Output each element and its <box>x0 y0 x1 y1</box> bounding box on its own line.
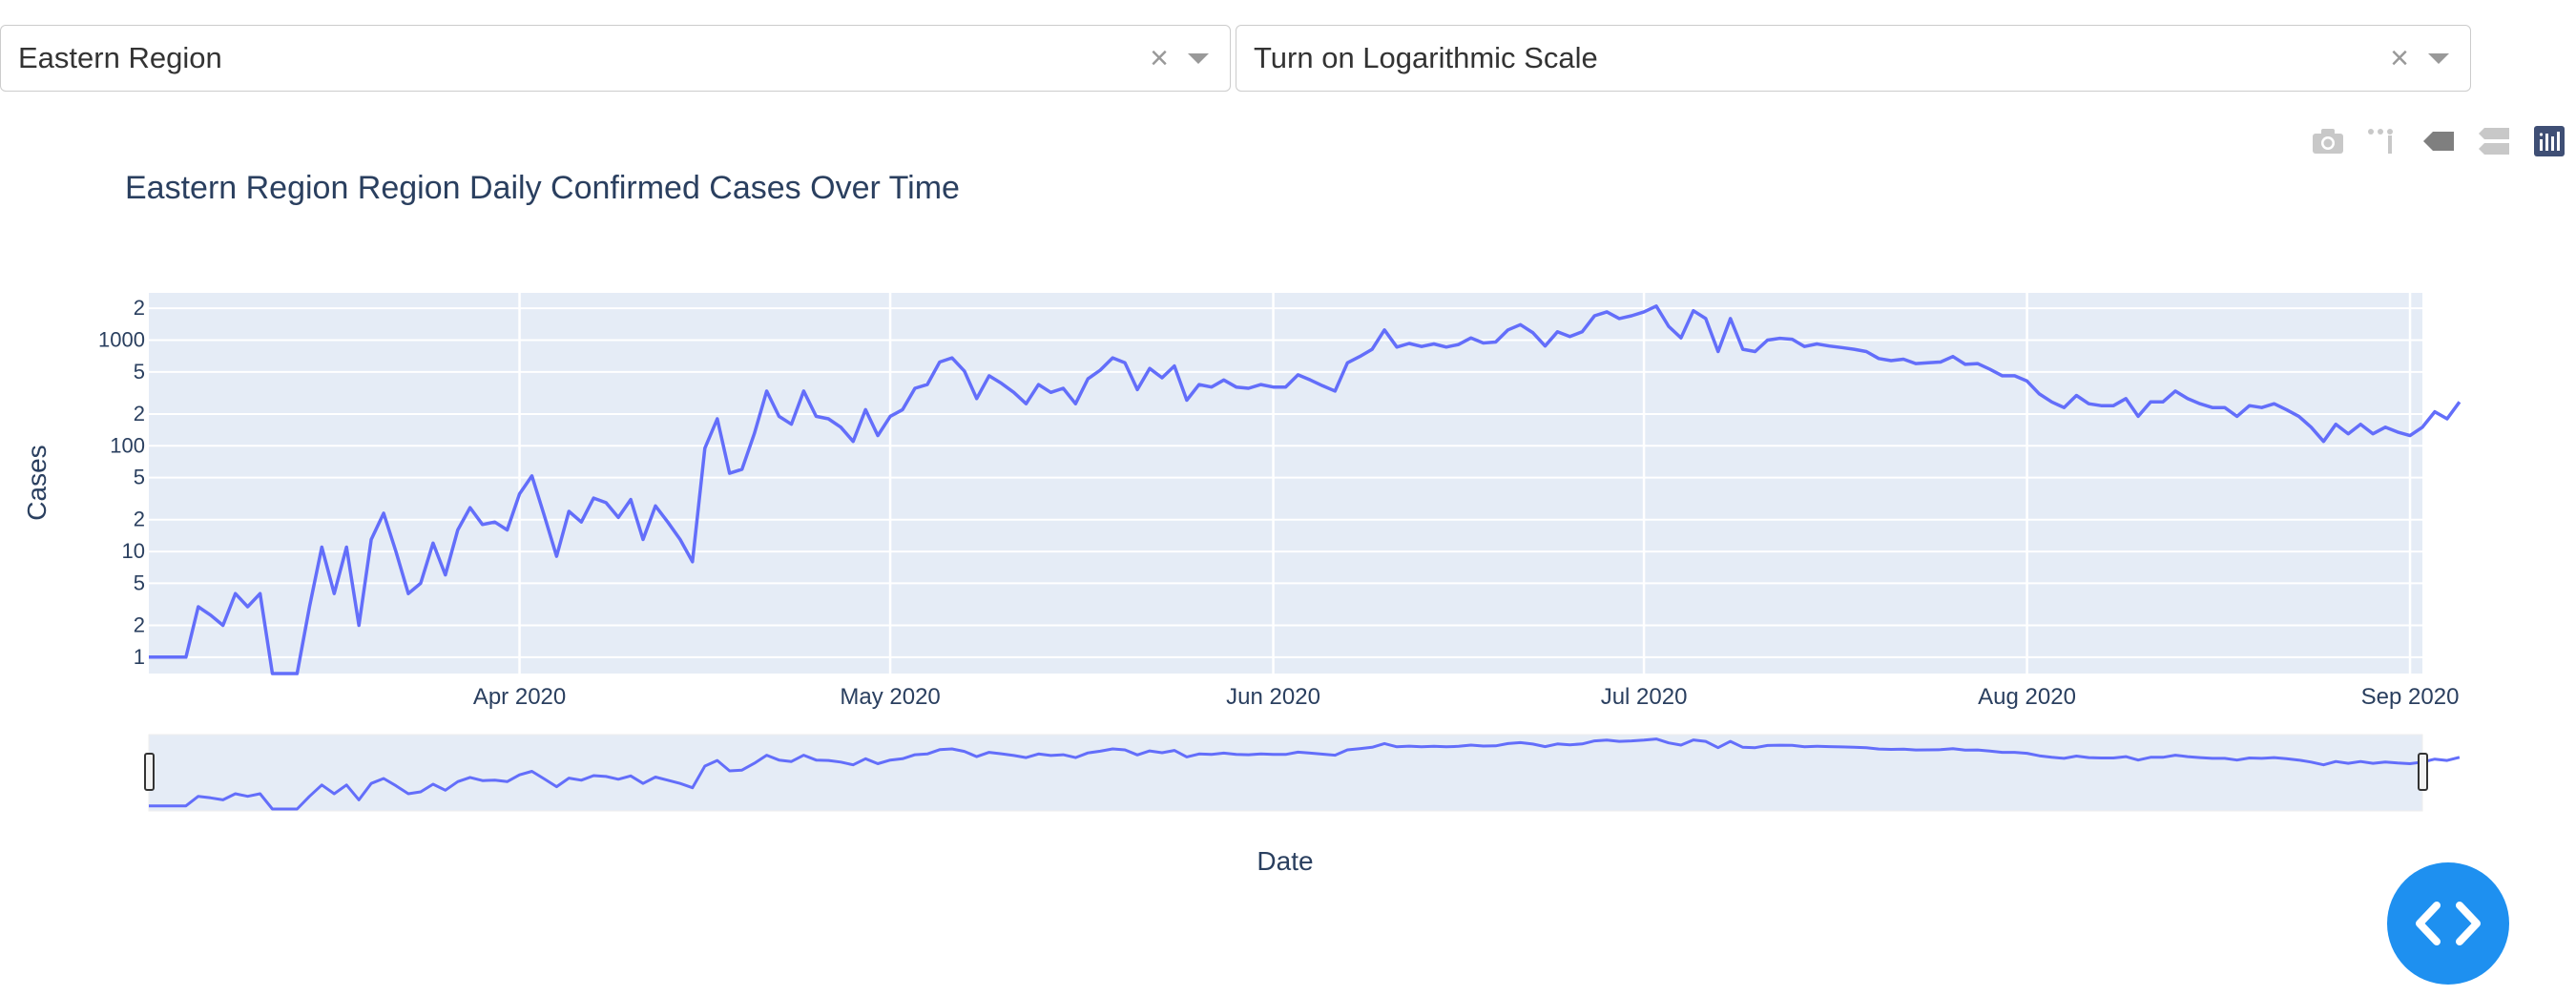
x-tick-label: Jun 2020 <box>1226 684 1320 710</box>
spike-lines-icon[interactable] <box>2420 122 2458 160</box>
y-tick-label: 2 <box>134 612 145 636</box>
y-tick-label: 5 <box>134 360 145 384</box>
region-dropdown-value: Eastern Region <box>18 41 222 74</box>
x-tick-label: Jul 2020 <box>1601 684 1688 710</box>
series-line <box>149 304 2462 675</box>
x-tick-label: Apr 2020 <box>473 684 566 710</box>
y-tick-label: 10 <box>122 539 145 563</box>
clear-icon[interactable]: × <box>1150 39 1169 76</box>
x-tick-label: May 2020 <box>840 684 940 710</box>
range-slider-handle-right[interactable] <box>2418 753 2428 791</box>
scale-dropdown[interactable]: Turn on Logarithmic Scale × <box>1236 25 2471 92</box>
y-tick-label: 2 <box>134 402 145 425</box>
y-tick-label: 1 <box>134 645 145 669</box>
camera-icon[interactable] <box>2309 122 2347 160</box>
range-slider[interactable] <box>148 734 2423 812</box>
plotly-logo-icon[interactable] <box>2530 122 2568 160</box>
y-tick-labels: 1 2 5 10 2 5 100 2 5 1000 2 <box>98 296 145 669</box>
range-slider-line <box>149 737 2461 811</box>
clear-icon[interactable]: × <box>2390 39 2409 76</box>
compare-data-icon[interactable] <box>2475 122 2513 160</box>
scale-dropdown-value: Turn on Logarithmic Scale <box>1254 41 1598 74</box>
region-dropdown[interactable]: Eastern Region × <box>0 25 1231 92</box>
plot-area <box>149 293 2422 674</box>
chart-title: Eastern Region Region Daily Confirmed Ca… <box>125 170 960 206</box>
x-tick-labels: Apr 2020 May 2020 Jun 2020 Jul 2020 Aug 2020… <box>473 684 2460 710</box>
x-tick-label: Sep 2020 <box>2361 684 2460 710</box>
range-slider-handle-left[interactable] <box>144 753 155 791</box>
chevron-down-icon[interactable] <box>1188 52 1209 64</box>
y-tick-label: 100 <box>110 433 145 457</box>
chart-modebar <box>2309 122 2568 160</box>
y-tick-label: 2 <box>134 508 145 531</box>
code-toggle-button[interactable] <box>2387 862 2509 985</box>
x-axis-title: Date <box>1257 846 1313 876</box>
grid-lines <box>149 293 2422 674</box>
x-tick-label: Aug 2020 <box>1978 684 2076 710</box>
chevron-down-icon[interactable] <box>2428 52 2449 64</box>
y-axis-title: Cases <box>22 445 52 520</box>
y-tick-label: 1000 <box>98 328 145 352</box>
lasso-icon[interactable] <box>2364 122 2402 160</box>
y-tick-label: 5 <box>134 571 145 594</box>
code-icon <box>2416 902 2481 945</box>
y-tick-label: 5 <box>134 466 145 489</box>
y-tick-label: 2 <box>134 296 145 320</box>
